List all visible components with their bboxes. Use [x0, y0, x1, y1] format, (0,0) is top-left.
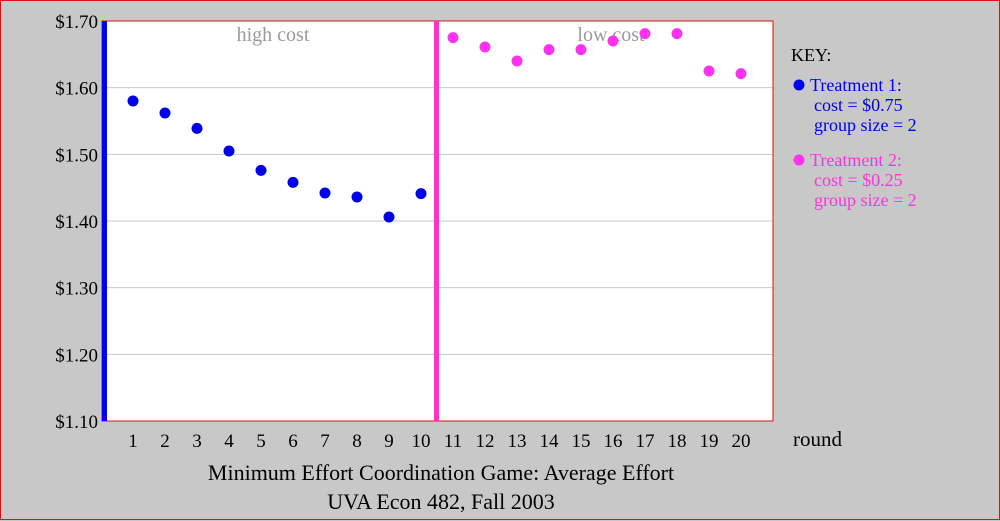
legend-treatment-1-cost: cost = $0.75: [814, 95, 903, 115]
legend-title: KEY:: [791, 45, 831, 65]
data-point-series-1-round-10: [415, 188, 427, 200]
x-tick-label: 19: [700, 431, 719, 452]
y-tick-label: $1.10: [55, 412, 98, 433]
chart-subtitle: UVA Econ 482, Fall 2003: [327, 489, 555, 514]
region-label-low-cost: low cost: [577, 24, 645, 46]
x-axis-label: round: [793, 427, 842, 451]
data-point-series-2-round-19: [703, 65, 715, 77]
data-point-series-1-round-2: [159, 107, 171, 119]
plot-layer: $1.10$1.20$1.30$1.40$1.50$1.60$1.701 2 3 4 5…: [55, 12, 774, 452]
y-tick-label: $1.70: [55, 12, 98, 33]
data-point-series-2-round-18: [671, 28, 683, 40]
data-point-series-2-round-15: [575, 44, 587, 56]
x-tick-label: 6: [288, 431, 298, 452]
data-point-series-1-round-5: [255, 164, 267, 176]
x-tick-label: 17: [636, 431, 655, 452]
y-tick-label: $1.40: [55, 212, 98, 233]
data-point-series-1-round-9: [383, 211, 395, 223]
data-point-series-2-round-14: [543, 44, 555, 56]
y-tick-label: $1.60: [55, 79, 98, 100]
data-point-series-2-round-17: [639, 28, 651, 40]
legend-entry-treatment-1: Treatment 1:: [810, 75, 902, 95]
x-tick-label: 16: [604, 431, 623, 452]
data-point-series-2-round-13: [511, 55, 523, 67]
x-tick-label: 5: [256, 431, 266, 452]
data-point-series-2-round-12: [479, 41, 491, 53]
legend-marker-treatment-1: [793, 79, 805, 91]
x-tick-label: 13: [508, 431, 527, 452]
legend-treatment-1-group-size: group size = 2: [814, 115, 917, 135]
data-point-series-1-round-7: [319, 187, 331, 199]
x-tick-label: 1: [128, 431, 138, 452]
x-tick-label: 2: [160, 431, 170, 452]
data-point-series-1-round-3: [191, 122, 203, 134]
legend-entry-treatment-2: Treatment 2:: [810, 150, 902, 170]
y-tick-label: $1.30: [55, 279, 98, 300]
data-point-series-1-round-8: [351, 191, 363, 203]
left-axis-bar: [102, 21, 107, 421]
data-point-series-1-round-4: [223, 145, 235, 157]
legend-treatment-2-group-size: group size = 2: [814, 190, 917, 210]
x-tick-label: 20: [732, 431, 751, 452]
legend: KEY: Treatment 1: cost = $0.75 group siz…: [791, 45, 917, 210]
x-tick-label: 15: [572, 431, 591, 452]
x-tick-label: 11: [444, 431, 462, 452]
x-tick-label: 18: [668, 431, 687, 452]
x-tick-label: 14: [540, 431, 560, 452]
data-point-series-1-round-1: [127, 95, 139, 107]
chart-title: Minimum Effort Coordination Game: Averag…: [208, 460, 674, 485]
x-tick-label: 4: [224, 431, 234, 452]
x-tick-label: 10: [412, 431, 431, 452]
legend-marker-treatment-2: [793, 154, 805, 166]
x-tick-label: 7: [320, 431, 330, 452]
points-layer: [127, 28, 747, 223]
region-divider: [434, 21, 439, 421]
y-tick-label: $1.20: [55, 345, 98, 366]
data-point-series-2-round-11: [447, 32, 459, 44]
region-label-high-cost: high cost: [237, 24, 310, 46]
data-point-series-1-round-6: [287, 176, 299, 188]
x-tick-label: 12: [476, 431, 495, 452]
x-tick-label: 9: [384, 431, 394, 452]
legend-treatment-2-cost: cost = $0.25: [814, 170, 903, 190]
data-point-series-2-round-20: [735, 68, 747, 80]
data-point-series-2-round-16: [607, 35, 619, 47]
x-tick-label: 3: [192, 431, 202, 452]
y-tick-label: $1.50: [55, 145, 98, 166]
x-tick-label: 8: [352, 431, 362, 452]
